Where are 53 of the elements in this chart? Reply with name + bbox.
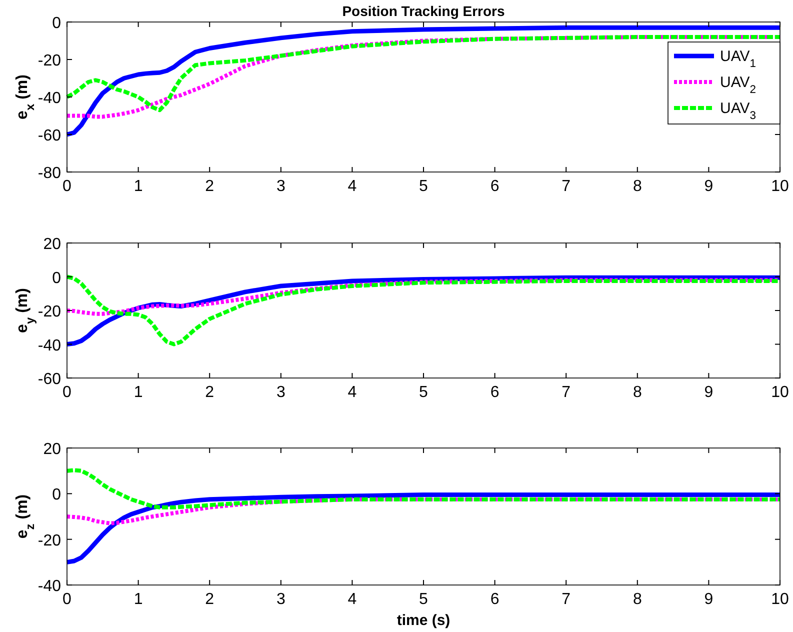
x-tick-label: 10: [771, 384, 789, 401]
x-tick-label: 4: [348, 384, 357, 401]
x-tick-label: 3: [276, 591, 286, 608]
x-tick-label: 9: [704, 591, 714, 608]
x-tick-label: 1: [134, 591, 143, 608]
x-tick-label: 3: [276, 178, 286, 195]
legend-label: UAV$_{1}$: [720, 48, 756, 70]
x-tick-label: 2: [205, 178, 214, 195]
x-tick-label: 8: [632, 591, 642, 608]
x-axis-title: time (s): [396, 612, 450, 629]
x-tick-label: 8: [632, 384, 642, 401]
y-tick-label: -60: [38, 128, 62, 144]
x-tick-label: 5: [419, 384, 428, 401]
y-tick-label: 0: [52, 486, 62, 504]
x-tick-label: 0: [62, 384, 72, 401]
y-tick-label: -40: [38, 578, 62, 595]
x-tick-label: 1: [134, 178, 143, 195]
x-tick-label: 4: [348, 178, 357, 195]
x-tick-label: 8: [632, 178, 642, 195]
y-tick-label: -80: [38, 165, 62, 182]
line-series: [65, 468, 782, 510]
y-tick-label: 20: [43, 441, 62, 458]
legend-label: UAV$_{2}$: [720, 74, 756, 96]
x-tick-label: 7: [562, 591, 571, 608]
y-tick-label: -40: [38, 337, 62, 354]
y-tick-label: 20: [43, 236, 62, 253]
x-tick-label: 5: [419, 178, 428, 195]
x-tick-label: 5: [419, 591, 428, 608]
x-tick-label: 4: [348, 591, 357, 608]
y-tick-label: -20: [38, 532, 62, 550]
x-tick-label: 6: [490, 591, 500, 608]
x-tick-label: 6: [490, 178, 500, 195]
y-tick-label: -60: [38, 371, 62, 388]
y-tick-label: -20: [38, 52, 62, 70]
x-tick-label: 7: [562, 384, 571, 401]
x-tick-label: 6: [490, 384, 500, 401]
x-tick-label: 0: [62, 591, 72, 608]
legend-label: UAV$_{3}$: [720, 100, 756, 122]
x-tick-label: 10: [771, 591, 789, 608]
y-tick-label: -40: [38, 90, 62, 107]
x-tick-label: 1: [134, 384, 143, 401]
x-tick-label: 3: [276, 384, 286, 401]
chart-title: Position Tracking Errors: [342, 3, 506, 19]
y-tick-label: 0: [52, 15, 62, 32]
x-tick-label: 10: [771, 178, 789, 195]
x-tick-label: 7: [562, 178, 571, 195]
x-tick-label: 2: [205, 591, 214, 608]
x-tick-label: 9: [704, 384, 714, 401]
x-tick-label: 2: [205, 384, 214, 401]
y-tick-label: -20: [38, 304, 62, 320]
x-tick-label: 9: [704, 178, 714, 195]
x-tick-label: 0: [62, 178, 72, 195]
y-tick-label: 0: [52, 270, 62, 287]
